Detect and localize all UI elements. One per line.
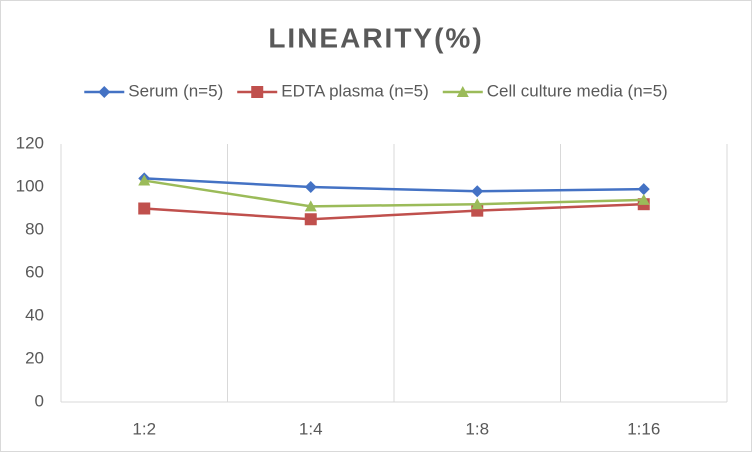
y-tick-label: 80 [25, 219, 44, 238]
marker [304, 200, 317, 212]
legend-marker [456, 86, 469, 97]
y-tick-label: 20 [25, 348, 44, 367]
x-tick-label: 1:4 [299, 419, 323, 438]
marker [138, 202, 151, 215]
marker [471, 198, 484, 210]
legend-label: Serum (n=5) [128, 81, 223, 100]
marker [637, 183, 650, 196]
legend-marker [251, 86, 264, 98]
series-line [144, 179, 644, 208]
marker [471, 185, 484, 198]
y-tick-label: 60 [25, 262, 44, 281]
legend-label: EDTA plasma (n=5) [281, 81, 429, 100]
series-line [144, 202, 644, 221]
chart-title: LINEARITY(%) [268, 22, 483, 53]
marker [637, 193, 650, 205]
legend-label: Cell culture media (n=5) [487, 81, 668, 100]
x-tick-label: 1:2 [132, 419, 156, 438]
y-tick-label: 0 [35, 391, 44, 410]
y-tick-label: 120 [16, 133, 44, 152]
legend: Serum (n=5) EDTA plasma (n=5) Cell culture… [84, 81, 668, 100]
marker [304, 213, 317, 226]
x-tick-label: 1:16 [627, 419, 660, 438]
y-tick-label: 100 [16, 176, 44, 195]
x-tick-label: 1:8 [465, 419, 489, 438]
legend-marker [98, 86, 111, 98]
marker [304, 181, 317, 193]
series-line [144, 177, 644, 193]
y-tick-label: 40 [25, 305, 44, 324]
marker [138, 174, 151, 186]
